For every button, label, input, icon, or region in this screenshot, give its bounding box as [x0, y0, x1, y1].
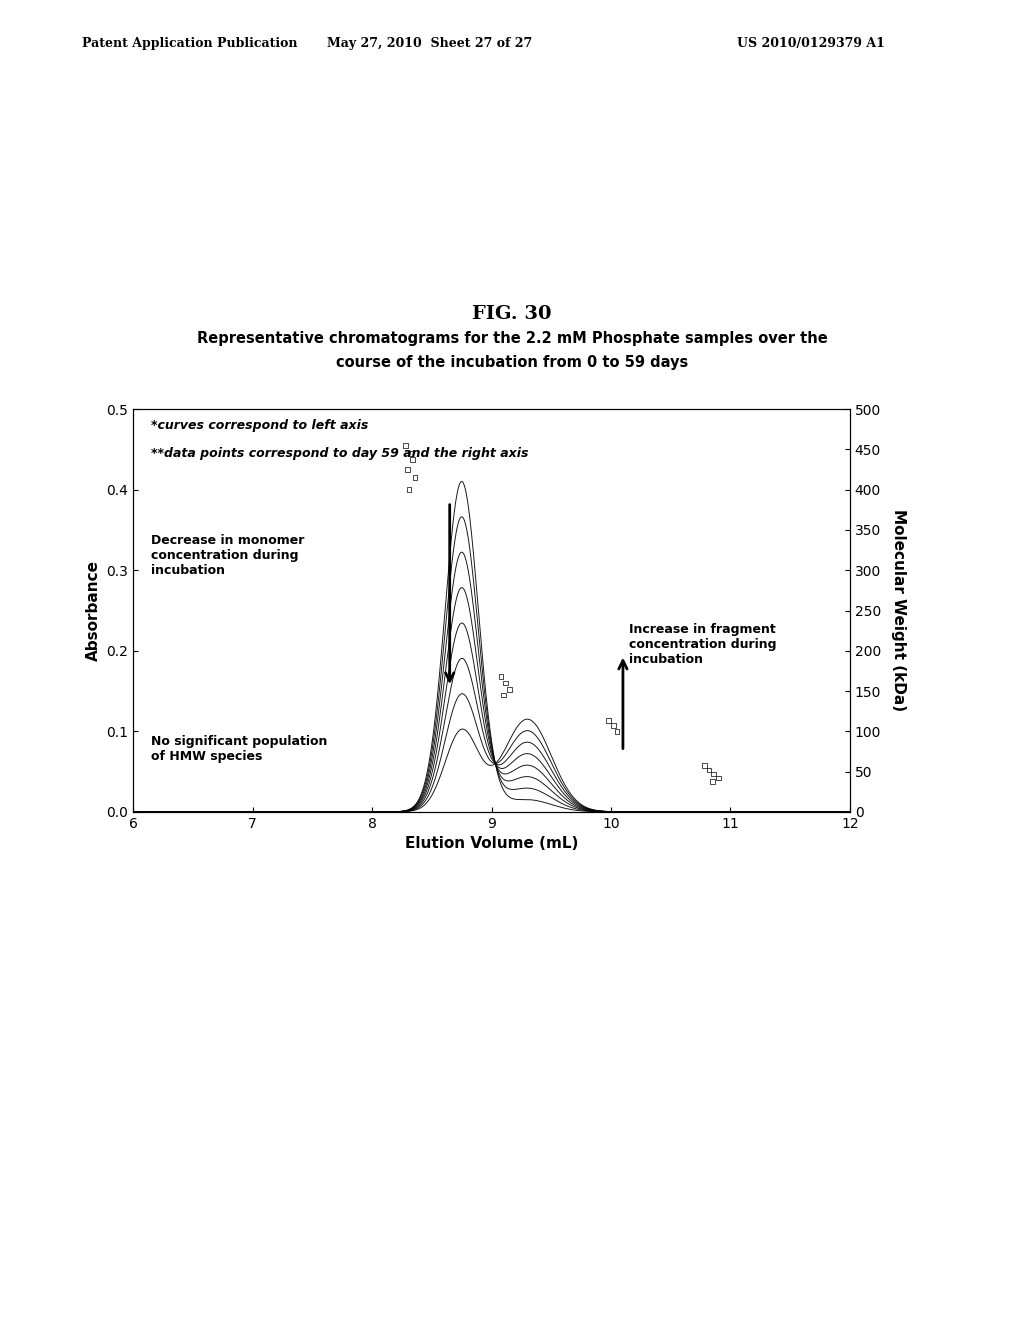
Text: Increase in fragment
concentration during
incubation: Increase in fragment concentration durin…	[629, 623, 776, 665]
Text: **data points correspond to day 59 and the right axis: **data points correspond to day 59 and t…	[152, 447, 528, 461]
Text: Patent Application Publication: Patent Application Publication	[82, 37, 297, 50]
Point	[404, 449, 421, 470]
Point	[705, 771, 721, 792]
Point	[400, 479, 418, 500]
Point	[496, 685, 512, 706]
Point	[493, 667, 509, 688]
Text: Representative chromatograms for the 2.2 mM Phosphate samples over the: Representative chromatograms for the 2.2…	[197, 331, 827, 346]
Text: May 27, 2010  Sheet 27 of 27: May 27, 2010 Sheet 27 of 27	[328, 37, 532, 50]
Text: No significant population
of HMW species: No significant population of HMW species	[151, 734, 328, 763]
Point	[399, 459, 416, 480]
Text: FIG. 30: FIG. 30	[472, 305, 552, 323]
Text: Decrease in monomer
concentration during
incubation: Decrease in monomer concentration during…	[151, 535, 304, 577]
Y-axis label: Absorbance: Absorbance	[86, 560, 100, 661]
Point	[608, 721, 625, 742]
Point	[498, 672, 514, 693]
Point	[501, 678, 517, 700]
Point	[706, 763, 722, 784]
Point	[600, 710, 616, 731]
Point	[700, 759, 717, 780]
Point	[407, 467, 423, 488]
Point	[402, 444, 419, 465]
Text: course of the incubation from 0 to 59 days: course of the incubation from 0 to 59 da…	[336, 355, 688, 370]
Point	[397, 434, 414, 455]
Y-axis label: Molecular Weight (kDa): Molecular Weight (kDa)	[891, 510, 906, 711]
Text: US 2010/0129379 A1: US 2010/0129379 A1	[737, 37, 885, 50]
Text: *curves correspond to left axis: *curves correspond to left axis	[152, 420, 369, 432]
Point	[711, 767, 727, 788]
X-axis label: Elution Volume (mL): Elution Volume (mL)	[404, 836, 579, 851]
Point	[696, 755, 713, 776]
Point	[605, 715, 622, 737]
